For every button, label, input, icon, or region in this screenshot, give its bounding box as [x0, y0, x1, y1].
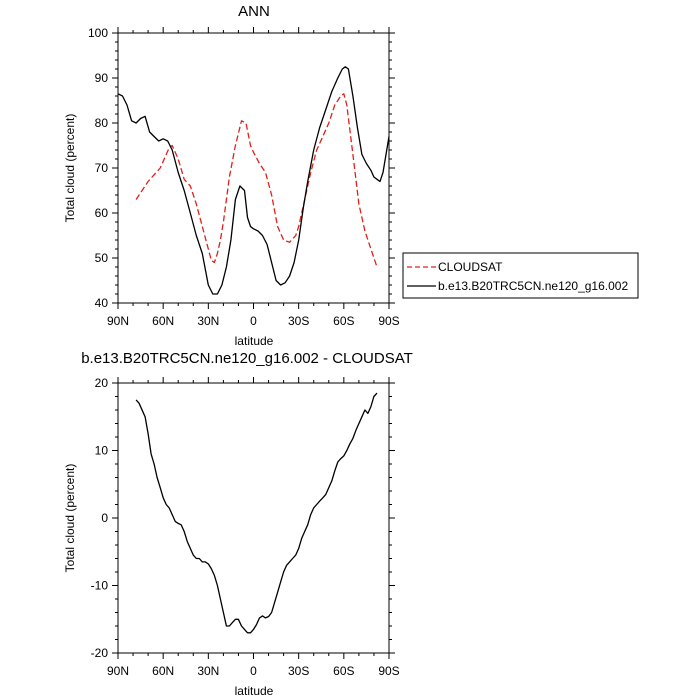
x-tick-label: 0 [250, 314, 257, 328]
legend-label-cloudsat: CLOUDSAT [438, 260, 503, 274]
y-tick-label: 50 [95, 251, 109, 265]
series-layer [135, 392, 378, 634]
series-layer [117, 66, 390, 295]
y-tick-label: 20 [95, 376, 109, 390]
chart-title: b.e13.B20TRC5CN.ne120_g16.002 - CLOUDSAT [81, 350, 413, 367]
y-axis-label: Total cloud (percent) [63, 114, 77, 223]
legend-label-model: b.e13.B20TRC5CN.ne120_g16.002 [438, 279, 628, 293]
x-tick-label: 30S [288, 664, 309, 678]
x-tick-label: 90S [378, 314, 399, 328]
chart-title: ANN [238, 3, 270, 20]
legend: CLOUDSAT b.e13.B20TRC5CN.ne120_g16.002 [402, 252, 639, 299]
series-line-difference [135, 392, 378, 634]
plot-frame [117, 382, 390, 654]
x-tick-label: 90N [107, 664, 129, 678]
chart-annual-total-cloud: ANN 90N 60N 30N 0 30S 60S 90S 40 50 60 70 80 90 100 l… [63, 3, 639, 348]
y-tick-label: 100 [88, 26, 108, 40]
x-tick-label: 30N [197, 314, 219, 328]
y-tick-label: 80 [95, 116, 109, 130]
x-tick-label: 60S [333, 314, 354, 328]
x-tick-label: 60N [152, 314, 174, 328]
y-axis-label: Total cloud (percent) [63, 464, 77, 573]
y-tick-label: -10 [91, 579, 109, 593]
y-tick-label: 60 [95, 206, 109, 220]
x-axis-label: latitude [235, 334, 274, 348]
x-tick-label: 60N [152, 664, 174, 678]
y-tick-label: 10 [95, 444, 109, 458]
x-axis-label: latitude [235, 684, 274, 698]
x-tick-label: 30S [288, 314, 309, 328]
plot-frame [117, 32, 390, 304]
y-tick-label: 70 [95, 161, 109, 175]
tick-labels: 90N 60N 30N 0 30S 60S 90S -20 -10 0 10 20 [91, 376, 400, 678]
series-line-b-e13-b20trc5cn-ne120-g16-002 [117, 66, 390, 295]
chart-difference: b.e13.B20TRC5CN.ne120_g16.002 - CLOUDSAT… [63, 350, 413, 698]
x-tick-label: 90S [378, 664, 399, 678]
y-tick-label: -20 [91, 646, 109, 660]
x-tick-label: 90N [107, 314, 129, 328]
x-tick-label: 30N [197, 664, 219, 678]
tick-marks [112, 377, 395, 659]
y-tick-label: 0 [101, 511, 108, 525]
x-tick-label: 60S [333, 664, 354, 678]
tick-labels: 90N 60N 30N 0 30S 60S 90S 40 50 60 70 80 90 100 [88, 26, 400, 328]
legend-box [402, 252, 639, 299]
y-tick-label: 40 [95, 296, 109, 310]
y-tick-label: 90 [95, 71, 109, 85]
series-line-cloudsat [135, 93, 378, 268]
tick-marks [112, 27, 395, 309]
x-tick-label: 0 [250, 664, 257, 678]
